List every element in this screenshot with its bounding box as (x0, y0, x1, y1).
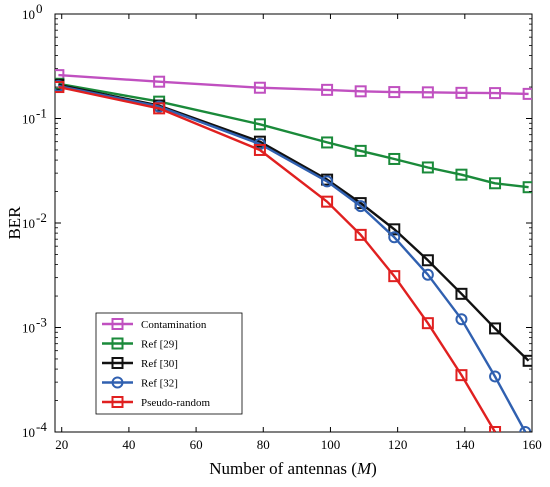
legend-item-ref-29: Ref [29] (102, 337, 178, 351)
y-tick-label: 10 (22, 425, 35, 440)
legend-marker (111, 357, 124, 369)
x-tick-label: 60 (190, 437, 203, 452)
y-tick-label: 10 (22, 321, 35, 336)
data-point (388, 231, 401, 244)
x-tick-label: 100 (321, 437, 341, 452)
x-tick-label: 140 (455, 437, 475, 452)
y-axis-label: BER (5, 206, 24, 240)
y-tick-exponent: 0 (36, 1, 43, 16)
data-point (354, 200, 367, 213)
x-axis-label-text: Number of antennas ( (209, 459, 357, 478)
data-point (388, 152, 401, 165)
data-point (519, 426, 532, 432)
data-point (354, 144, 367, 157)
y-tick-label: 10 (22, 112, 35, 127)
y-tick-label: 10 (22, 7, 35, 22)
x-tick-label: 120 (388, 437, 408, 452)
data-point (321, 195, 334, 208)
legend-marker (111, 376, 124, 389)
chart-marks (55, 69, 532, 432)
data-point (522, 181, 532, 194)
legend-label: Ref [30] (141, 358, 178, 370)
data-point (489, 177, 502, 190)
legend-item-pseudo-random: Pseudo-random (102, 396, 210, 409)
data-point (455, 86, 468, 99)
x-axis-label-text: ) (371, 459, 377, 478)
data-point (253, 118, 266, 131)
y-tick-exponent: -3 (36, 315, 47, 330)
legend-marker (111, 396, 124, 408)
series-line-contamination (58, 73, 529, 96)
legend-label: Pseudo-random (141, 397, 210, 409)
data-point (153, 75, 166, 88)
legend: Contamination Ref [29] Ref [30] Ref [32] Pse… (95, 312, 243, 415)
x-tick-label: 160 (522, 437, 542, 452)
y-tick-exponent: -1 (36, 106, 47, 121)
x-axis-label: Number of antennas (M) (209, 459, 377, 478)
data-point (321, 175, 334, 188)
series-line-pseudo-random (58, 85, 497, 432)
series-line-ref-29 (58, 82, 529, 189)
data-point (421, 254, 434, 267)
series-line-ref-32 (58, 84, 527, 432)
y-tick-label: 10 (22, 216, 35, 231)
data-point (455, 369, 468, 382)
data-point (455, 287, 468, 300)
x-tick-label: 80 (257, 437, 270, 452)
data-point (489, 322, 502, 335)
data-point (421, 317, 434, 330)
legend-item-ref-32: Ref [32] (102, 376, 178, 390)
data-point (388, 86, 401, 99)
data-point (321, 83, 334, 96)
y-tick-exponent: -4 (36, 419, 47, 434)
data-point (522, 354, 532, 367)
data-point (153, 102, 166, 115)
series-pseudo-random (55, 81, 502, 432)
data-point (489, 370, 502, 383)
data-point (421, 268, 434, 281)
data-point (354, 85, 367, 98)
legend-marker (111, 318, 124, 330)
series-ref-29 (55, 77, 532, 194)
legend-label: Ref [32] (141, 378, 178, 390)
y-tick-exponent: -2 (36, 210, 47, 225)
data-point (321, 136, 334, 149)
legend-item-contamination: Contamination (102, 318, 207, 331)
data-point (55, 81, 65, 94)
data-point (489, 87, 502, 100)
data-point (421, 161, 434, 174)
data-point (455, 168, 468, 181)
series-contamination (55, 69, 532, 100)
legend-marker (111, 337, 124, 350)
data-point (489, 426, 502, 432)
data-point (522, 87, 532, 100)
legend-label: Ref [29] (141, 339, 178, 351)
data-point (354, 228, 367, 241)
data-point (253, 81, 266, 94)
legend-item-ref-30: Ref [30] (102, 357, 178, 370)
x-axis-label-variable: M (356, 459, 372, 478)
x-tick-label: 40 (122, 437, 135, 452)
data-point (388, 223, 401, 236)
series-line-ref-30 (58, 83, 530, 362)
data-point (253, 143, 266, 156)
data-point (421, 86, 434, 99)
data-point (388, 270, 401, 283)
x-tick-label: 20 (55, 437, 68, 452)
data-point (455, 313, 468, 326)
legend-label: Contamination (141, 319, 207, 331)
